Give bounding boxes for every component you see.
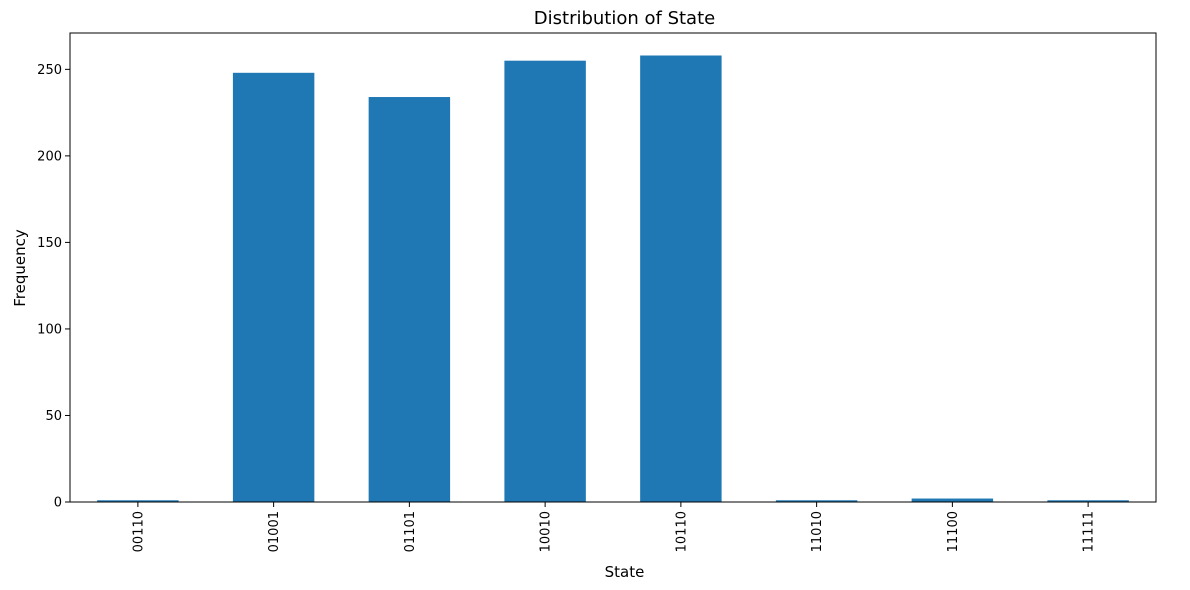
x-tick-label-00110: 00110 [131,511,146,552]
plot-frame [69,32,1157,503]
bar-10110 [640,55,722,502]
x-tick-label-11100: 11100 [946,511,961,552]
y-tick-label-250: 250 [37,63,62,78]
y-tick-label-200: 200 [37,149,62,164]
bar-01101 [368,97,451,502]
bar-11111 [1047,500,1129,502]
bar-01001 [232,72,315,503]
x-tick-label-11010: 11010 [810,511,825,552]
y-tick-label-50: 50 [45,409,62,424]
x-tick-label-10110: 10110 [674,511,689,552]
y-tick-label-150: 150 [37,236,62,251]
x-tick-label-01001: 01001 [267,511,282,552]
y-axis-label: Frequency [11,229,29,307]
x-axis-label: State [605,563,645,581]
x-tick-label-10010: 10010 [539,511,554,552]
x-tick-label-11111: 11111 [1082,511,1097,552]
y-tick-label-0: 0 [54,496,62,511]
chart-title: Distribution of State [534,8,715,29]
bar-11010 [775,500,858,502]
plot-area: 0 50 100 150 200 250 00110 01001 01101 10010 10110… [37,32,1157,552]
bar-11100 [911,498,994,502]
y-tick-label-100: 100 [37,322,62,337]
x-tick-label-01101: 01101 [403,511,418,552]
bar-00110 [97,500,179,502]
bar-10010 [504,60,586,502]
